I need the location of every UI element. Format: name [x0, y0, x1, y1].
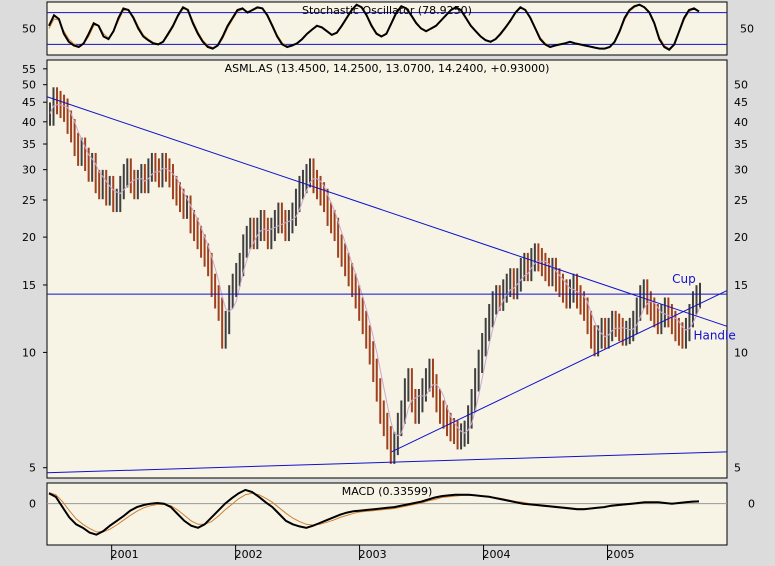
price-right-tick-label: 50 — [734, 79, 748, 92]
price-title: ASML.AS (13.4500, 14.2500, 13.0700, 14.2… — [225, 62, 550, 75]
price-y-tick-label: 20 — [22, 231, 36, 244]
macd-title: MACD (0.33599) — [342, 485, 433, 498]
x-axis: 2001 2002 2003 2004 2005 — [111, 545, 635, 561]
price-right-tick-label: 20 — [734, 231, 748, 244]
macd-panel — [46, 482, 728, 546]
macd-y-tick-label: 0 — [29, 498, 36, 511]
macd-right-tick-label: 0 — [748, 498, 755, 511]
price-right-tick-label: 30 — [734, 164, 748, 177]
trendline-base-line — [46, 451, 728, 474]
price-y-tick-label: 5 — [29, 462, 36, 475]
price-right-tick-label: 35 — [734, 138, 748, 151]
price-right-tick-label: 45 — [734, 96, 748, 109]
price-y-tick-label: 10 — [22, 346, 36, 359]
x-axis-label: 2003 — [359, 548, 387, 561]
price-y-tick-label: 50 — [22, 79, 36, 92]
x-axis-label: 2005 — [607, 548, 635, 561]
stochastic-layer: 50 50 — [22, 3, 754, 51]
price-y-tick-label: 40 — [22, 116, 36, 129]
x-axis-label: 2001 — [111, 548, 139, 561]
price-y-tick-label: 15 — [22, 279, 36, 292]
trendline-descending-resistance — [46, 96, 728, 327]
x-axis-label: 2002 — [235, 548, 263, 561]
trendline-rising-support — [391, 290, 728, 453]
stochastic-series-pct-k — [48, 3, 700, 51]
stochastic-title: Stochastic Oscillator (78.9250) — [302, 4, 472, 17]
price-y-tick-label: 25 — [22, 194, 36, 207]
price-right-tick-label: 5 — [734, 462, 741, 475]
price-moving-average — [49, 104, 701, 437]
price-y-tick-label: 30 — [22, 164, 36, 177]
macd-series-macd — [48, 488, 700, 536]
price-layer: 55 50 45 40 35 30 25 20 15 10 5 50 45 40 35 30 25 20 15 10 5… — [22, 63, 748, 475]
annotation-cup: Cup — [672, 272, 696, 286]
price-right-tick-label: 25 — [734, 194, 748, 207]
stochastic-panel — [46, 1, 728, 56]
annotation-handle: Handle — [693, 329, 735, 343]
price-right-tick-label: 40 — [734, 116, 748, 129]
stochastic-y-tick-label: 50 — [22, 23, 36, 36]
stochastic-right-tick-label: 50 — [740, 23, 754, 36]
price-right-tick-label: 15 — [734, 279, 748, 292]
x-axis-label: 2004 — [483, 548, 511, 561]
price-panel — [46, 59, 728, 479]
price-y-tick-label: 45 — [22, 96, 36, 109]
price-right-tick-label: 10 — [734, 346, 748, 359]
price-y-tick-label: 55 — [22, 63, 36, 76]
price-y-tick-label: 35 — [22, 138, 36, 151]
